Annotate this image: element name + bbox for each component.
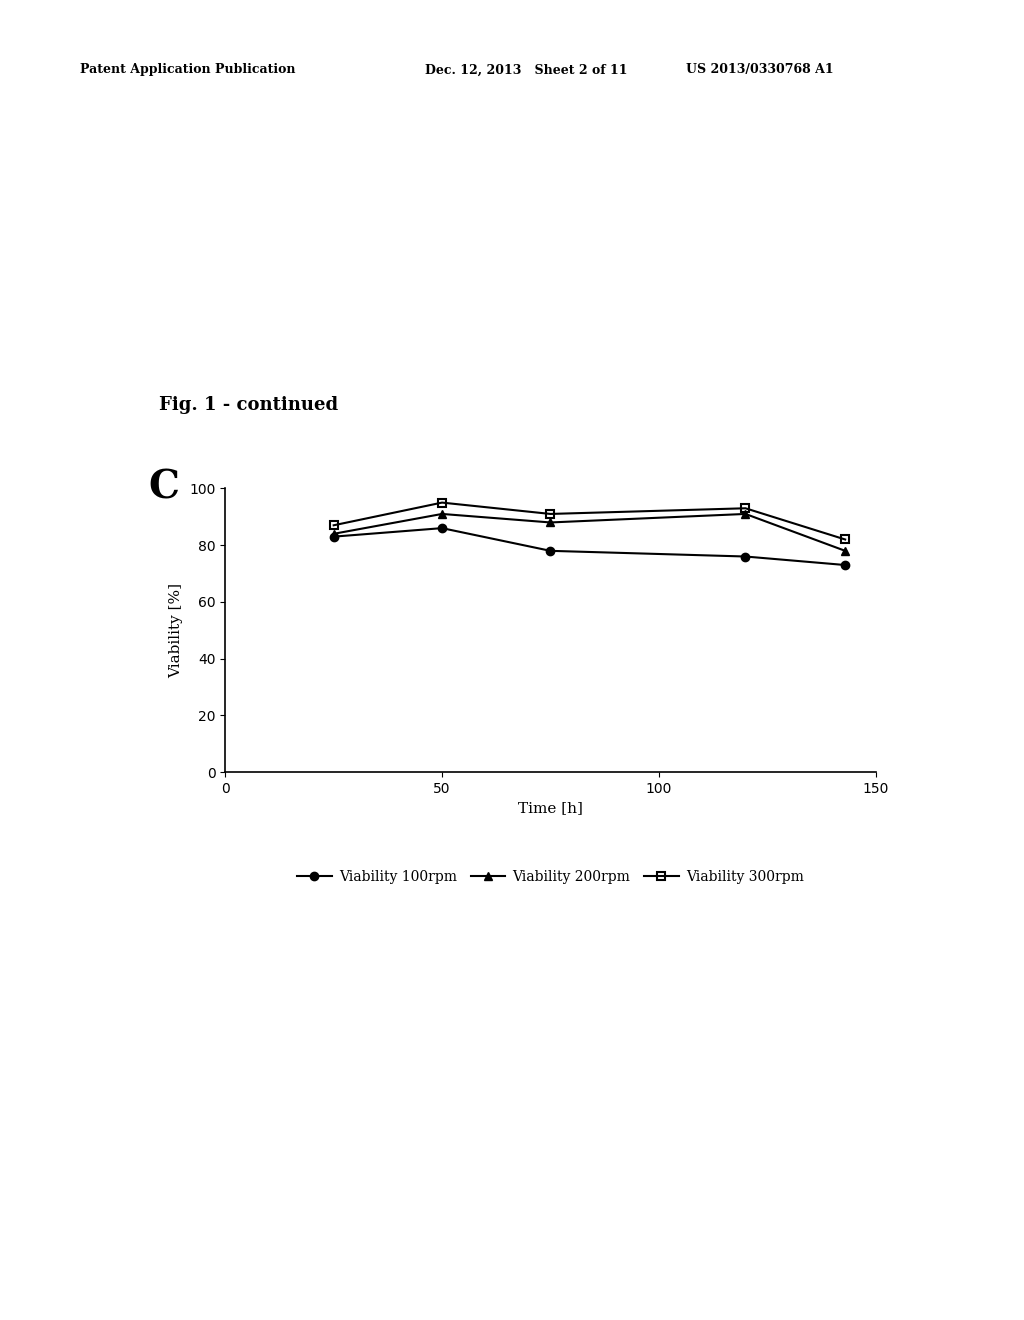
Line: Viability 300rpm: Viability 300rpm xyxy=(330,499,849,544)
Viability 300rpm xyxy=(436,495,449,511)
Line: Viability 100rpm: Viability 100rpm xyxy=(330,524,849,569)
Text: Patent Application Publication: Patent Application Publication xyxy=(80,63,295,77)
X-axis label: Time [h]: Time [h] xyxy=(518,801,583,816)
Viability 300rpm xyxy=(739,500,752,516)
Viability 100rpm xyxy=(739,549,752,565)
Viability 200rpm xyxy=(839,543,851,558)
Viability 300rpm xyxy=(328,517,340,533)
Viability 100rpm xyxy=(545,543,557,558)
Line: Viability 200rpm: Viability 200rpm xyxy=(330,510,849,554)
Viability 200rpm xyxy=(545,515,557,531)
Text: Dec. 12, 2013   Sheet 2 of 11: Dec. 12, 2013 Sheet 2 of 11 xyxy=(425,63,628,77)
Text: Fig. 1 - continued: Fig. 1 - continued xyxy=(159,396,338,414)
Text: C: C xyxy=(148,469,179,507)
Text: US 2013/0330768 A1: US 2013/0330768 A1 xyxy=(686,63,834,77)
Viability 300rpm xyxy=(839,532,851,548)
Viability 100rpm xyxy=(328,529,340,545)
Viability 200rpm xyxy=(328,525,340,541)
Legend: Viability 100rpm, Viability 200rpm, Viability 300rpm: Viability 100rpm, Viability 200rpm, Viab… xyxy=(292,865,809,890)
Viability 100rpm xyxy=(839,557,851,573)
Y-axis label: Viability [%]: Viability [%] xyxy=(170,583,183,677)
Viability 300rpm xyxy=(545,506,557,521)
Viability 100rpm xyxy=(436,520,449,536)
Viability 200rpm xyxy=(739,506,752,521)
Viability 200rpm xyxy=(436,506,449,521)
